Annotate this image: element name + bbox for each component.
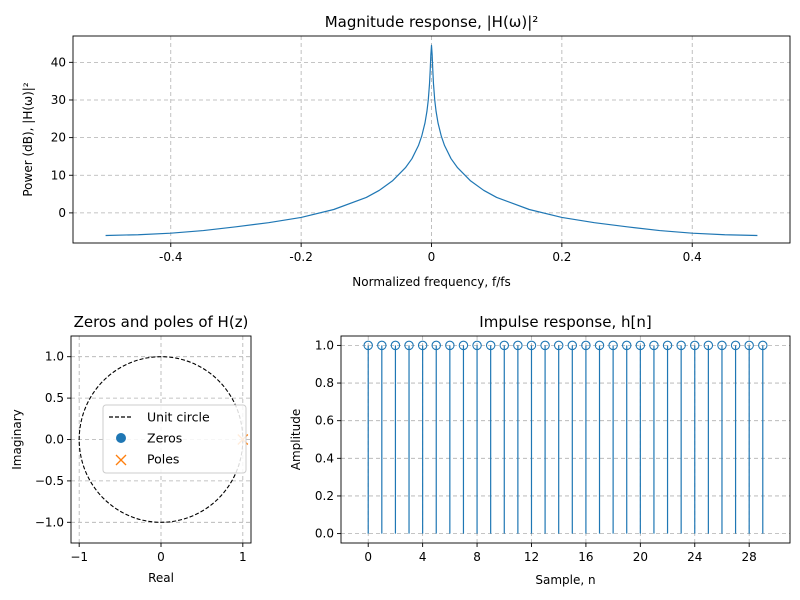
pole-zero-ytick-label: −1.0 xyxy=(35,515,64,529)
impulse-stem-marker xyxy=(513,340,523,351)
magnitude-xtick-label: 0.2 xyxy=(552,250,571,264)
pole-zero-ytick-label: 0.0 xyxy=(45,433,64,447)
pole-zero-xlabel: Real xyxy=(148,571,174,585)
impulse-axes-frame xyxy=(340,335,791,544)
magnitude-xtick-label: -0.2 xyxy=(289,250,312,264)
impulse-stem-marker xyxy=(690,340,700,351)
pole-zero-ytick-label: 1.0 xyxy=(45,350,64,364)
impulse-ylabel: Amplitude xyxy=(289,409,303,471)
impulse-stem-marker xyxy=(758,340,768,351)
pole-zero-xtick-label: 1 xyxy=(239,550,247,564)
impulse-xtick-label: 8 xyxy=(473,550,481,564)
impulse-ytick-label: 0.2 xyxy=(315,489,334,503)
magnitude-ylabel: Power (dB), |H(ω)|² xyxy=(21,82,35,196)
impulse-stem-marker xyxy=(717,340,727,351)
magnitude-plot-area xyxy=(105,44,758,237)
magnitude-grid xyxy=(73,36,790,243)
impulse-stem-marker xyxy=(608,340,618,351)
impulse-stem-marker xyxy=(377,340,387,351)
impulse-stem-marker xyxy=(445,340,455,351)
magnitude-ytick-label: 30 xyxy=(51,93,66,107)
impulse-stem-marker xyxy=(676,340,686,351)
pole-zero-legend: Unit circle Zeros Poles xyxy=(102,404,247,474)
pole-zero-panel: −1 0 1 1.0 0.5 0.0 −0.5 −1.0 Zeros and poles of… xyxy=(10,313,252,585)
magnitude-xtick-label: -0.4 xyxy=(159,250,182,264)
impulse-stem-marker xyxy=(431,340,441,351)
impulse-stem-marker xyxy=(553,340,564,351)
impulse-xlabel: Sample, n xyxy=(535,573,595,587)
pole-zero-ylabel: Imaginary xyxy=(10,409,24,470)
magnitude-series-line xyxy=(105,44,758,237)
impulse-ytick-label: 0.8 xyxy=(315,376,334,390)
legend-poles-label: Poles xyxy=(147,452,179,467)
impulse-xtick-label: 24 xyxy=(687,550,702,564)
impulse-stem-marker xyxy=(744,340,754,351)
impulse-stem-marker xyxy=(526,340,537,351)
impulse-stem-marker xyxy=(662,340,673,351)
magnitude-xtick-label: 0.4 xyxy=(683,250,702,264)
legend-zeros-label: Zeros xyxy=(147,431,182,446)
impulse-xtick-label: 16 xyxy=(578,550,593,564)
impulse-xtick-label: 20 xyxy=(633,550,648,564)
magnitude-ytick-label: 20 xyxy=(51,131,66,145)
pole-zero-xtick-label: −1 xyxy=(70,550,88,564)
impulse-title: Impulse response, h[n] xyxy=(479,313,651,331)
pole-zero-xtick-label: 0 xyxy=(157,550,165,564)
impulse-stem-marker xyxy=(363,340,373,351)
legend-zeros-marker xyxy=(116,433,126,443)
impulse-plot-area xyxy=(363,340,768,534)
magnitude-ytick-label: 0 xyxy=(58,206,66,220)
magnitude-ticks: -0.4 -0.2 0 0.2 0.4 0 10 20 30 40 xyxy=(51,55,702,264)
impulse-xtick-label: 28 xyxy=(742,550,757,564)
impulse-stem-marker xyxy=(499,340,510,351)
impulse-stem-marker xyxy=(458,340,469,351)
impulse-stem-marker xyxy=(472,340,482,351)
impulse-stem-marker xyxy=(390,340,401,351)
impulse-stem-marker xyxy=(594,340,605,351)
impulse-stem-marker xyxy=(581,340,591,351)
legend-poles-marker xyxy=(115,454,127,466)
magnitude-panel: -0.4 -0.2 0 0.2 0.4 0 10 20 30 40 Magnitude respo… xyxy=(21,13,791,289)
impulse-ytick-label: 0.4 xyxy=(315,451,334,465)
impulse-stem-marker xyxy=(485,340,496,351)
impulse-grid xyxy=(341,336,790,543)
impulse-xtick-label: 12 xyxy=(524,550,539,564)
impulse-ytick-label: 1.0 xyxy=(315,338,334,352)
impulse-stem-marker xyxy=(567,340,578,351)
impulse-ytick-label: 0.6 xyxy=(315,414,334,428)
magnitude-title: Magnitude response, |H(ω)|² xyxy=(325,13,539,31)
impulse-xtick-label: 0 xyxy=(364,550,372,564)
impulse-stem-marker xyxy=(635,340,646,351)
impulse-stem-marker xyxy=(404,340,414,351)
impulse-stem-marker xyxy=(621,340,632,351)
impulse-panel: 0 4 8 12 16 20 24 28 0.0 0.2 0.4 0.6 0.8 1.0 Impulse … xyxy=(289,313,791,587)
impulse-stem-marker xyxy=(649,340,659,351)
legend-unit-circle-label: Unit circle xyxy=(147,410,210,425)
magnitude-ytick-label: 40 xyxy=(51,55,66,69)
magnitude-ytick-label: 10 xyxy=(51,168,66,182)
legend-box xyxy=(102,404,247,474)
magnitude-xlabel: Normalized frequency, f/fs xyxy=(352,275,510,289)
impulse-ticks: 0 4 8 12 16 20 24 28 0.0 0.2 0.4 0.6 0.8 1.0 xyxy=(315,338,757,564)
impulse-stem-marker xyxy=(417,340,428,351)
impulse-stem-marker xyxy=(540,340,550,351)
magnitude-xtick-label: 0 xyxy=(428,250,436,264)
impulse-stem-marker xyxy=(703,340,714,351)
impulse-stem-marker xyxy=(730,340,741,351)
pole-zero-ticks: −1 0 1 1.0 0.5 0.0 −0.5 −1.0 xyxy=(35,350,247,564)
pole-zero-title: Zeros and poles of H(z) xyxy=(74,313,249,331)
impulse-ytick-label: 0.0 xyxy=(315,527,334,541)
impulse-xtick-label: 4 xyxy=(419,550,427,564)
pole-zero-ytick-label: 0.5 xyxy=(45,391,64,405)
pole-zero-ytick-label: −0.5 xyxy=(35,474,64,488)
